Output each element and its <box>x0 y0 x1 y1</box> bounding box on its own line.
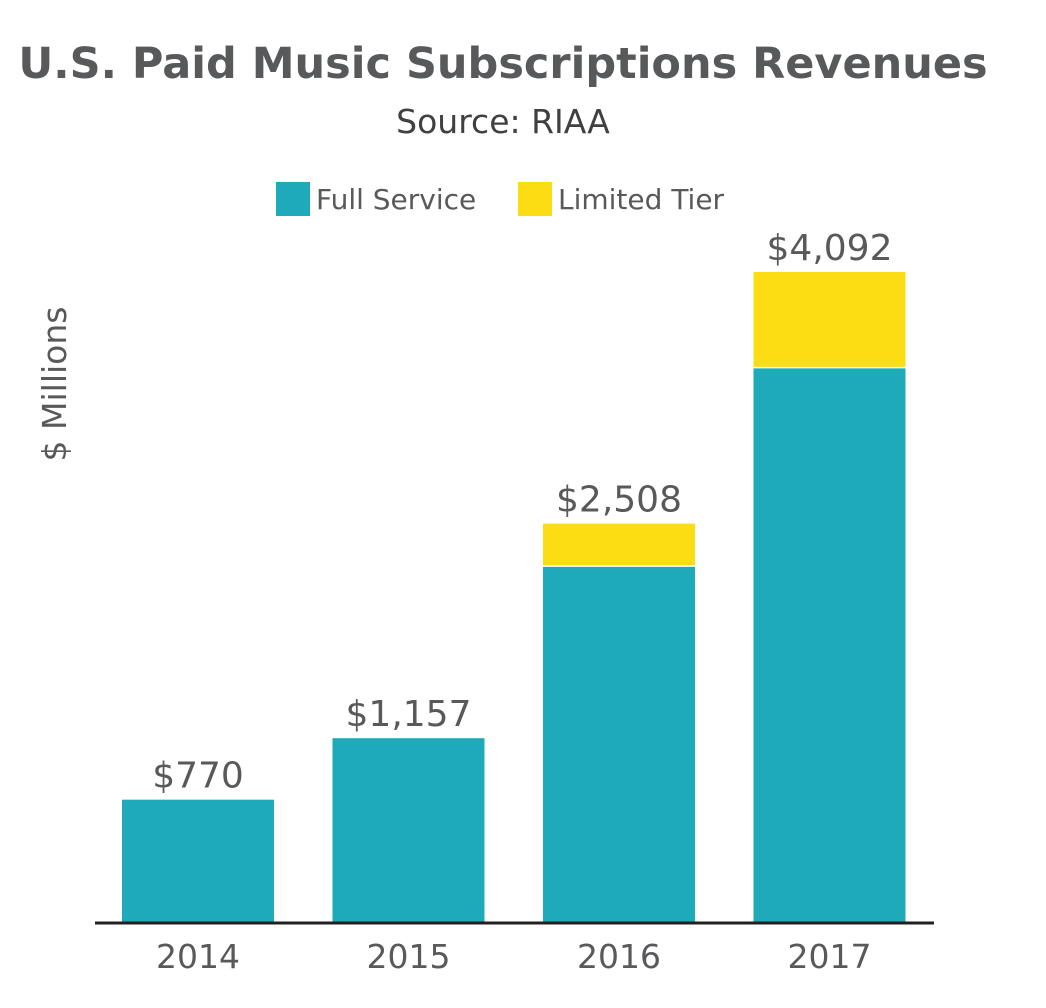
chart-subtitle: Source: RIAA <box>396 102 610 141</box>
legend: Full Service Limited Tier <box>276 182 725 216</box>
legend-label-limited-tier: Limited Tier <box>558 183 725 216</box>
bar-limited-tier-2017 <box>753 272 906 368</box>
x-tick-label-2016: 2016 <box>577 937 661 976</box>
bar-limited-tier-2016 <box>543 523 695 567</box>
bar-full-service-2015 <box>332 738 485 922</box>
data-label-2017: $4,092 <box>767 228 893 269</box>
data-label-2014: $770 <box>152 756 244 797</box>
x-tick-label-2015: 2015 <box>367 937 451 976</box>
bars-group: $770 $1,157 $2,508 $4,092 <box>122 228 906 922</box>
legend-swatch-full-service <box>276 182 310 216</box>
legend-label-full-service: Full Service <box>316 183 476 216</box>
chart-title: U.S. Paid Music Subscriptions Revenues <box>18 39 987 89</box>
x-tick-label-2017: 2017 <box>788 937 872 976</box>
bar-full-service-2016 <box>543 566 695 922</box>
x-axis-ticks: 2014 2015 2016 2017 <box>156 937 871 976</box>
x-tick-label-2014: 2014 <box>156 937 240 976</box>
legend-swatch-limited-tier <box>518 182 552 216</box>
y-axis-label: $ Millions <box>35 307 74 462</box>
data-label-2016: $2,508 <box>556 480 682 521</box>
data-label-2015: $1,157 <box>346 694 472 735</box>
bar-full-service-2017 <box>753 367 906 922</box>
bar-full-service-2014 <box>122 799 274 922</box>
